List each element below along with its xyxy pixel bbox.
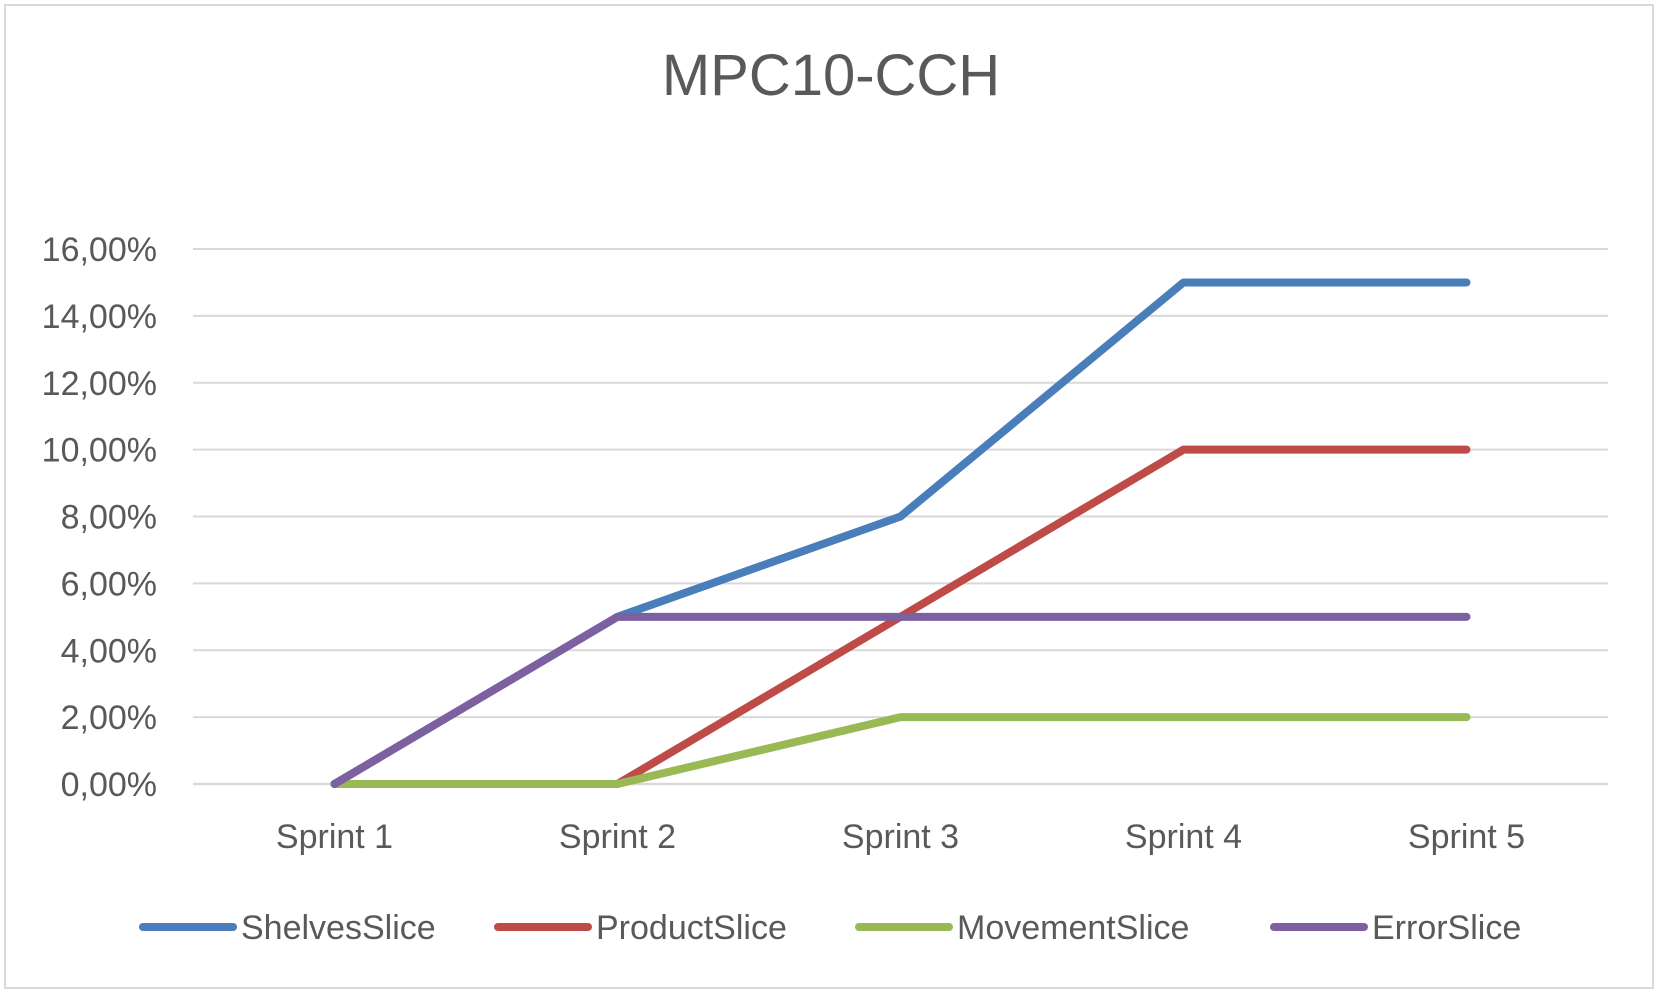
y-tick-label: 14,00%: [42, 298, 157, 336]
chart-title: MPC10-CCH: [662, 43, 1000, 108]
x-tick-label: Sprint 5: [1408, 818, 1525, 856]
y-tick-label: 8,00%: [61, 499, 157, 537]
series-line-movementslice: [330, 713, 1471, 788]
y-tick-label: 4,00%: [61, 632, 157, 670]
y-tick-label: 2,00%: [61, 699, 157, 737]
y-tick-label: 10,00%: [42, 432, 157, 470]
y-axis-ticks: 0,00% 2,00% 4,00% 6,00% 8,00% 10,00% 12,00% 14,…: [42, 231, 157, 804]
legend-item: ErrorSlice: [1270, 909, 1521, 947]
legend-label: ShelvesSlice: [241, 909, 436, 947]
legend-item: ShelvesSlice: [139, 909, 436, 947]
legend: ShelvesSlice ProductSlice MovementSlice Err…: [139, 909, 1521, 947]
x-axis-ticks: Sprint 1 Sprint 2 Sprint 3 Sprint 4 Sprint 5: [276, 818, 1525, 856]
y-tick-label: 6,00%: [61, 565, 157, 603]
legend-label: MovementSlice: [957, 909, 1189, 947]
x-tick-label: Sprint 2: [559, 818, 676, 856]
x-tick-label: Sprint 4: [1125, 818, 1242, 856]
y-tick-label: 12,00%: [42, 365, 157, 403]
series-lines: [330, 278, 1471, 788]
legend-item: MovementSlice: [855, 909, 1189, 947]
legend-item: ProductSlice: [494, 909, 787, 947]
y-tick-label: 16,00%: [42, 231, 157, 269]
legend-label: ProductSlice: [596, 909, 787, 947]
series-line-errorslice: [330, 612, 1471, 788]
series-line-shelvesslice: [330, 278, 1471, 788]
legend-label: ErrorSlice: [1372, 909, 1521, 947]
x-tick-label: Sprint 3: [842, 818, 959, 856]
chart-frame: [4, 4, 1654, 989]
y-tick-label: 0,00%: [61, 766, 157, 804]
x-tick-label: Sprint 1: [276, 818, 393, 856]
